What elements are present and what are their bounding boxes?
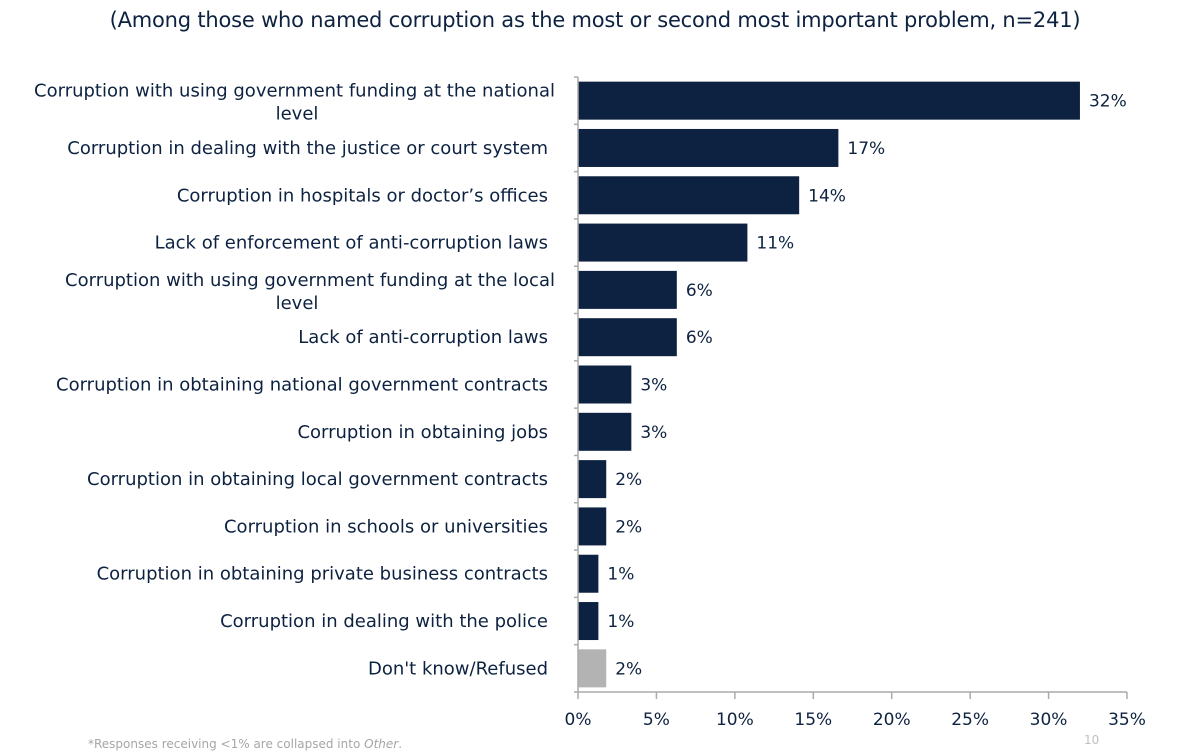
bar [578, 176, 800, 215]
category-label: level [276, 293, 319, 314]
bar [578, 602, 599, 641]
category-label: Corruption in schools or universities [224, 516, 548, 537]
data-label: 3% [640, 423, 667, 443]
bar [578, 460, 607, 499]
category-label: Corruption with using government funding… [65, 270, 555, 291]
bar [578, 507, 607, 546]
category-label: Corruption in obtaining private business… [97, 564, 548, 585]
x-tick-label: 20% [873, 710, 911, 730]
bar [578, 365, 632, 404]
category-label: level [276, 104, 319, 125]
data-label: 1% [607, 565, 634, 585]
data-label: 2% [615, 517, 642, 537]
footnote-italic: Other [364, 737, 399, 751]
bar [578, 412, 632, 451]
category-label: Corruption in obtaining local government… [87, 469, 548, 490]
bar [578, 649, 607, 688]
category-label: Lack of anti-corruption laws [298, 327, 548, 348]
x-tick-label: 5% [643, 710, 670, 730]
data-label: 2% [615, 659, 642, 679]
bar [578, 128, 839, 167]
data-label: 11% [756, 234, 794, 254]
data-label: 17% [847, 139, 885, 159]
data-label: 32% [1089, 92, 1127, 112]
category-label: Lack of enforcement of anti-corruption l… [155, 233, 548, 254]
category-label: Corruption in obtaining jobs [297, 422, 548, 443]
category-label: Corruption in obtaining national governm… [56, 375, 548, 396]
bar [578, 223, 748, 262]
footnote-end: . [398, 737, 403, 751]
category-label: Corruption in dealing with the police [220, 611, 548, 632]
data-label: 1% [607, 612, 634, 632]
category-label: Don't know/Refused [368, 658, 548, 679]
bar [578, 270, 677, 309]
bar [578, 554, 599, 593]
data-label: 2% [615, 470, 642, 490]
footnote-text: *Responses receiving <1% are collapsed i… [88, 737, 365, 751]
bar [578, 318, 677, 357]
footnote: *Responses receiving <1% are collapsed i… [88, 737, 402, 751]
bar [578, 81, 1080, 120]
page-number: 10 [1084, 733, 1100, 747]
data-label: 6% [686, 281, 713, 301]
data-label: 6% [686, 328, 713, 348]
data-label: 14% [808, 186, 846, 206]
category-label: Corruption in dealing with the justice o… [67, 138, 548, 159]
chart-title: (Among those who named corruption as the… [109, 8, 1081, 32]
x-tick-label: 0% [565, 710, 592, 730]
x-tick-label: 15% [794, 710, 832, 730]
x-tick-label: 30% [1030, 710, 1068, 730]
category-label: Corruption with using government funding… [34, 81, 555, 102]
x-tick-label: 35% [1108, 710, 1146, 730]
category-label: Corruption in hospitals or doctor’s offi… [177, 185, 548, 206]
x-tick-label: 25% [951, 710, 989, 730]
x-tick-label: 10% [716, 710, 754, 730]
data-label: 3% [640, 376, 667, 396]
